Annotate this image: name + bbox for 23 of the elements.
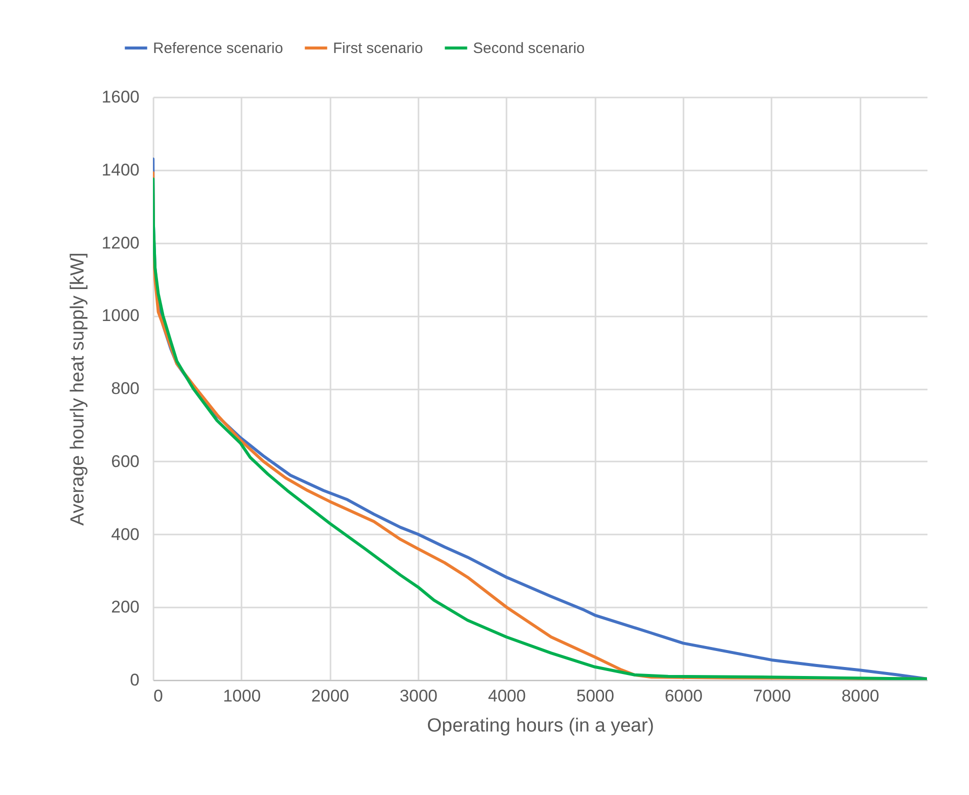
- y-tick-label: 1600: [102, 88, 140, 106]
- x-axis-title: Operating hours (in a year): [426, 716, 654, 736]
- legend-label: Reference scenario: [153, 40, 284, 57]
- x-tick-label: 0: [154, 686, 163, 706]
- x-tick-label: 7000: [753, 686, 791, 706]
- y-tick-label: 1200: [102, 233, 140, 252]
- x-tick-label: 6000: [664, 686, 703, 706]
- x-tick-label: 4000: [488, 686, 526, 706]
- legend-label: First scenario: [333, 40, 424, 57]
- y-tick-label: 0: [130, 670, 140, 690]
- y-tick-label: 600: [111, 452, 140, 471]
- x-tick-label: 1000: [222, 686, 261, 706]
- y-tick-label: 400: [111, 524, 140, 544]
- y-tick-label: 200: [111, 598, 140, 617]
- y-tick-label: 800: [111, 379, 140, 398]
- x-tick-label: 5000: [576, 686, 614, 706]
- y-axis-title: Average hourly heat supply [kW]: [68, 252, 89, 526]
- legend-label: Second scenario: [473, 40, 585, 57]
- y-tick-label: 1400: [102, 160, 140, 180]
- x-tick-label: 2000: [311, 686, 350, 706]
- y-tick-label: 1000: [102, 306, 140, 326]
- x-tick-label: 3000: [400, 686, 438, 706]
- x-tick-label: 8000: [841, 686, 880, 706]
